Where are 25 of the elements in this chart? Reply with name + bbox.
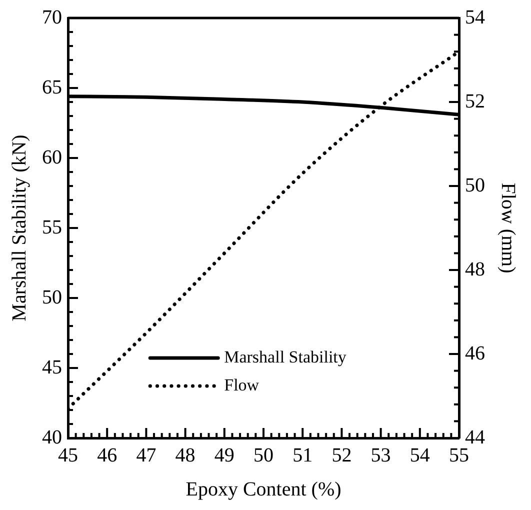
x-tick-label: 46 <box>97 444 118 466</box>
legend-label: Flow <box>224 375 260 394</box>
x-tick-label: 54 <box>410 444 430 466</box>
y-tick-label: 60 <box>42 146 62 168</box>
legend-label: Marshall Stability <box>224 347 347 366</box>
y2-tick-label: 50 <box>465 174 485 196</box>
x-tick-label: 53 <box>370 444 391 466</box>
x-tick-label: 52 <box>332 444 352 466</box>
y2-tick-label: 48 <box>465 258 485 280</box>
y2-axis-title: Flow (mm) <box>496 182 519 274</box>
x-tick-label: 51 <box>292 444 313 466</box>
y-tick-label: 45 <box>42 356 62 378</box>
x-tick-label: 48 <box>175 444 196 466</box>
x-tick-label: 49 <box>214 444 234 466</box>
x-tick-label: 47 <box>136 444 156 466</box>
y-tick-label: 65 <box>42 76 62 98</box>
y-tick-label: 70 <box>42 6 62 28</box>
y2-tick-label: 52 <box>465 90 485 112</box>
y2-tick-label: 46 <box>465 342 485 364</box>
y-tick-label: 55 <box>42 216 62 238</box>
y2-tick-label: 54 <box>465 6 485 28</box>
y-tick-label: 50 <box>42 286 62 308</box>
x-axis-title: Epoxy Content (%) <box>186 478 342 500</box>
x-tick-label: 50 <box>254 444 274 466</box>
y-axis-title: Marshall Stability (kN) <box>8 134 30 322</box>
